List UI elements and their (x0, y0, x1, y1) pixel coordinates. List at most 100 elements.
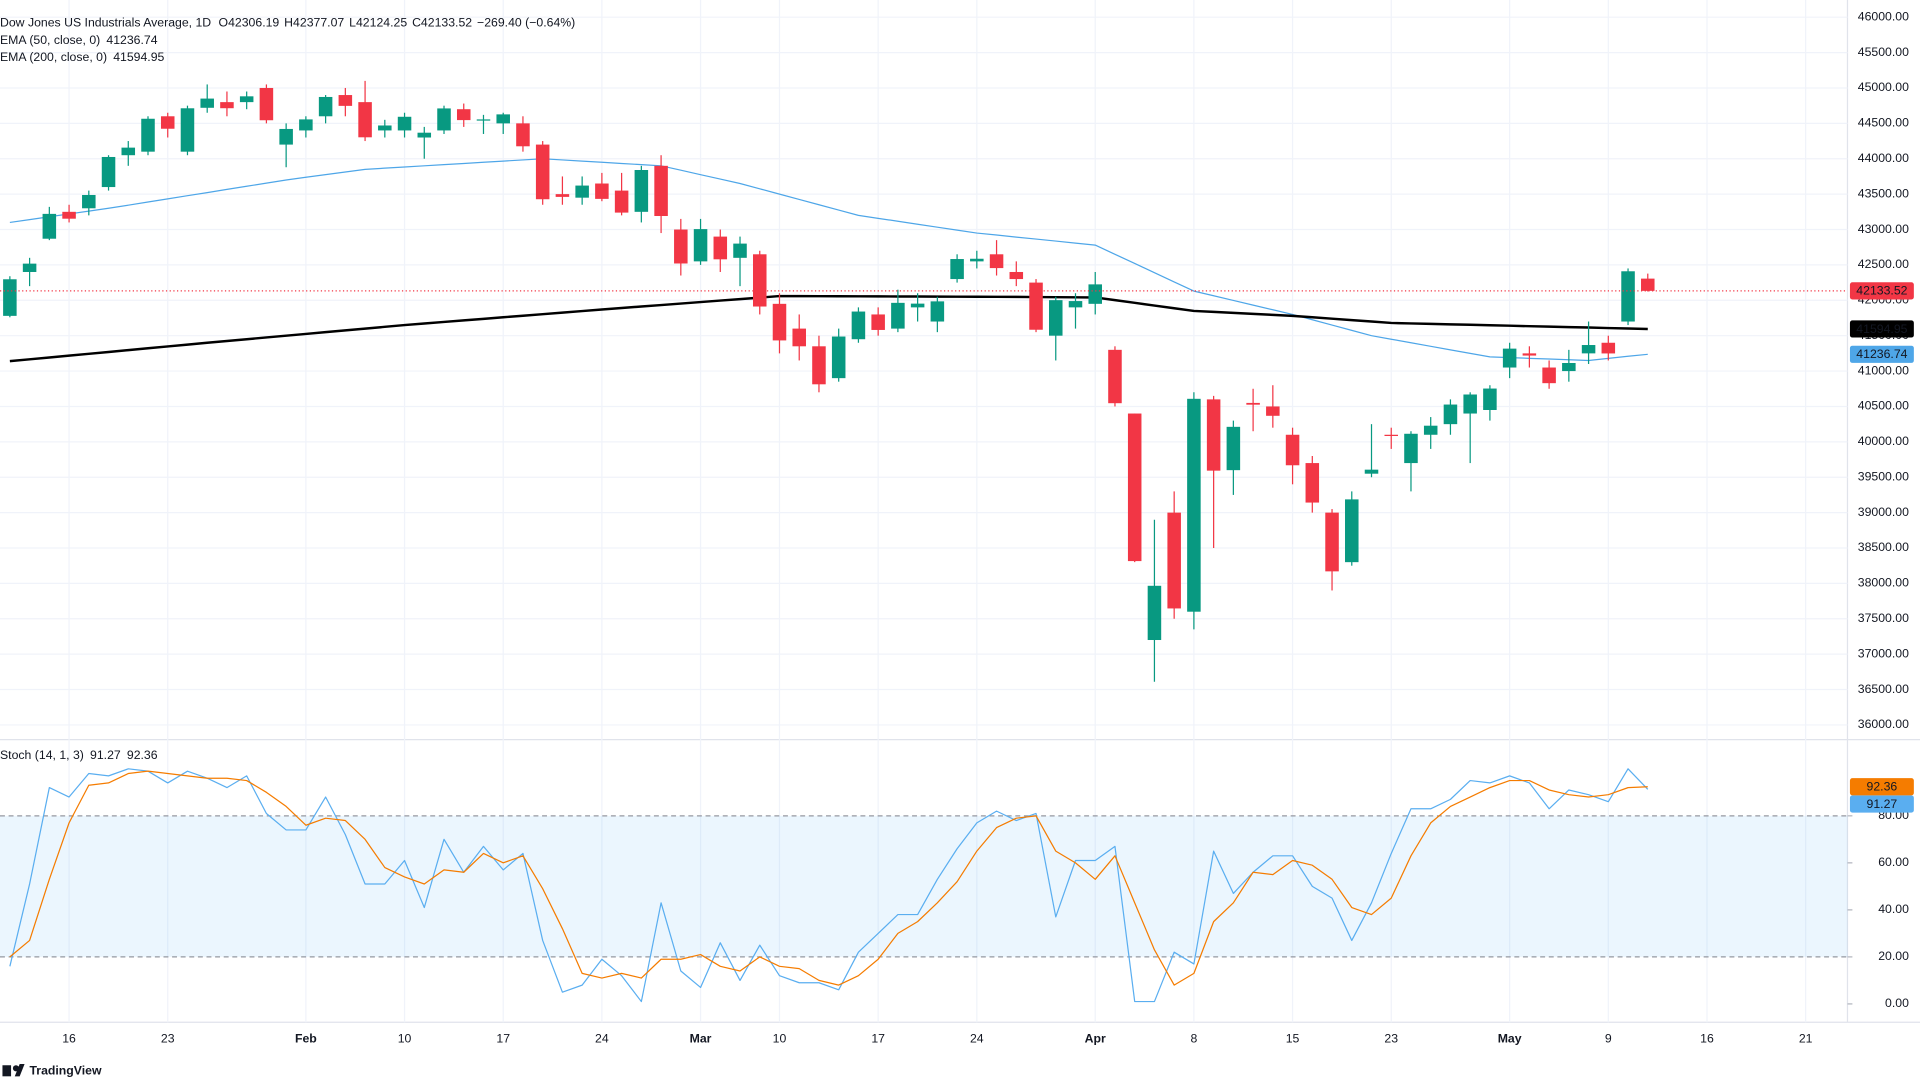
candle-body (674, 229, 688, 264)
y-tick-label: 40000.00 (1858, 434, 1909, 448)
y-tick-label: 45000.00 (1858, 80, 1909, 94)
ema-line (9, 158, 1648, 362)
candle-body (950, 259, 964, 280)
candle-body (299, 119, 313, 131)
candle-body (1009, 271, 1024, 280)
legend-text: L (349, 16, 356, 30)
candle-body (930, 301, 945, 322)
legend-text: 42306.19 (228, 16, 279, 30)
candle-body (200, 98, 214, 108)
legend-text: C (412, 16, 421, 30)
price-badge-label: 42133.52 (1856, 284, 1907, 298)
candle-body (792, 328, 806, 347)
legend-text: EMA (50, close, 0) (0, 33, 100, 47)
candle-body (1068, 301, 1083, 308)
candle-body (1226, 426, 1241, 471)
candle-body (101, 156, 116, 188)
candle-body (417, 132, 432, 138)
candle-body (180, 108, 195, 152)
legend-text: O (219, 16, 229, 30)
brand-logo: TradingView (2, 1064, 102, 1078)
candle-body (3, 279, 17, 316)
candle-body (1542, 367, 1556, 384)
legend-text: Stoch (14, 1, 3) (0, 748, 84, 762)
candle-body (476, 119, 491, 121)
y-tick-label: 39000.00 (1858, 505, 1909, 519)
candle-body (22, 263, 37, 272)
stoch-line (9, 768, 1649, 1003)
y-tick-label: 20.00 (1878, 949, 1909, 963)
y-tick-label: 38000.00 (1858, 576, 1909, 590)
price-badge-label: 41594.95 (1856, 322, 1907, 336)
candle-body (1463, 394, 1477, 414)
legend-text: EMA (200, close, 0) (0, 50, 107, 64)
candle-body (654, 165, 668, 217)
candle-body (1285, 434, 1300, 466)
candle-body (1325, 512, 1339, 572)
candle-body (812, 346, 826, 385)
legend-text: 41594.95 (113, 50, 164, 64)
candle-body (1443, 404, 1458, 425)
candle-body (910, 303, 925, 308)
candle-body (496, 114, 510, 124)
candle-body (1641, 278, 1655, 291)
candle-body (733, 243, 747, 258)
candle-body (42, 213, 57, 239)
candle-body (378, 125, 392, 131)
y-tick-label: 43500.00 (1858, 186, 1909, 200)
y-tick-label: 39500.00 (1858, 469, 1909, 483)
candle-body (1246, 402, 1260, 405)
x-tick-label: 16 (1700, 1032, 1714, 1046)
candle-body (121, 147, 136, 156)
x-tick-label: 24 (595, 1032, 609, 1046)
x-tick-label: 24 (970, 1032, 984, 1046)
legend-text: 42133.52 (421, 16, 472, 30)
y-tick-label: 45500.00 (1858, 45, 1909, 59)
y-tick-label: 46000.00 (1858, 9, 1909, 23)
candle-body (62, 211, 76, 219)
price-badge-label: 92.36 (1867, 780, 1898, 794)
candle-body (397, 116, 412, 131)
candle-body (437, 108, 451, 131)
candle-body (1049, 300, 1063, 336)
legend-text: −269.40 (−0.64%) (477, 16, 575, 30)
candle-body (693, 229, 708, 262)
candle-body (1167, 512, 1181, 609)
candle-body (970, 258, 984, 262)
y-tick-label: 36000.00 (1858, 717, 1909, 731)
candle-body (634, 169, 649, 212)
y-tick-label: 38500.00 (1858, 540, 1909, 554)
legend-text: 91.27 (90, 748, 121, 762)
brand: TradingView (30, 1064, 102, 1078)
y-tick-label: 60.00 (1878, 855, 1909, 869)
candle-body (456, 109, 471, 121)
stoch-line (9, 770, 1648, 986)
x-tick-label: 9 (1605, 1032, 1612, 1046)
candle-body (1305, 463, 1320, 503)
candle-body (1029, 282, 1043, 330)
x-tick-label: 17 (871, 1032, 885, 1046)
y-tick-label: 36500.00 (1858, 682, 1909, 696)
legend-text: H (284, 16, 293, 30)
legend-text: 42377.07 (293, 16, 344, 30)
legend-text: Dow Jones US Industrials Average, 1D (0, 16, 211, 30)
x-tick-label: 8 (1190, 1032, 1197, 1046)
candle-body (555, 194, 570, 197)
price-badge (1849, 345, 1914, 363)
logo-part (14, 1064, 25, 1077)
y-tick-label: 43000.00 (1858, 222, 1909, 236)
candle-body (1127, 413, 1142, 562)
candle-body (1522, 353, 1537, 356)
candle-body (279, 128, 293, 145)
candle-body (1562, 362, 1576, 372)
x-tick-label: May (1498, 1032, 1522, 1046)
candle-body (1345, 499, 1359, 563)
y-tick-label: 40500.00 (1858, 399, 1909, 413)
candle-body (1187, 398, 1201, 612)
y-tick-label: 37500.00 (1858, 611, 1909, 625)
ema-line (9, 294, 1648, 363)
x-tick-label: 21 (1799, 1032, 1813, 1046)
candle-body (358, 102, 372, 138)
